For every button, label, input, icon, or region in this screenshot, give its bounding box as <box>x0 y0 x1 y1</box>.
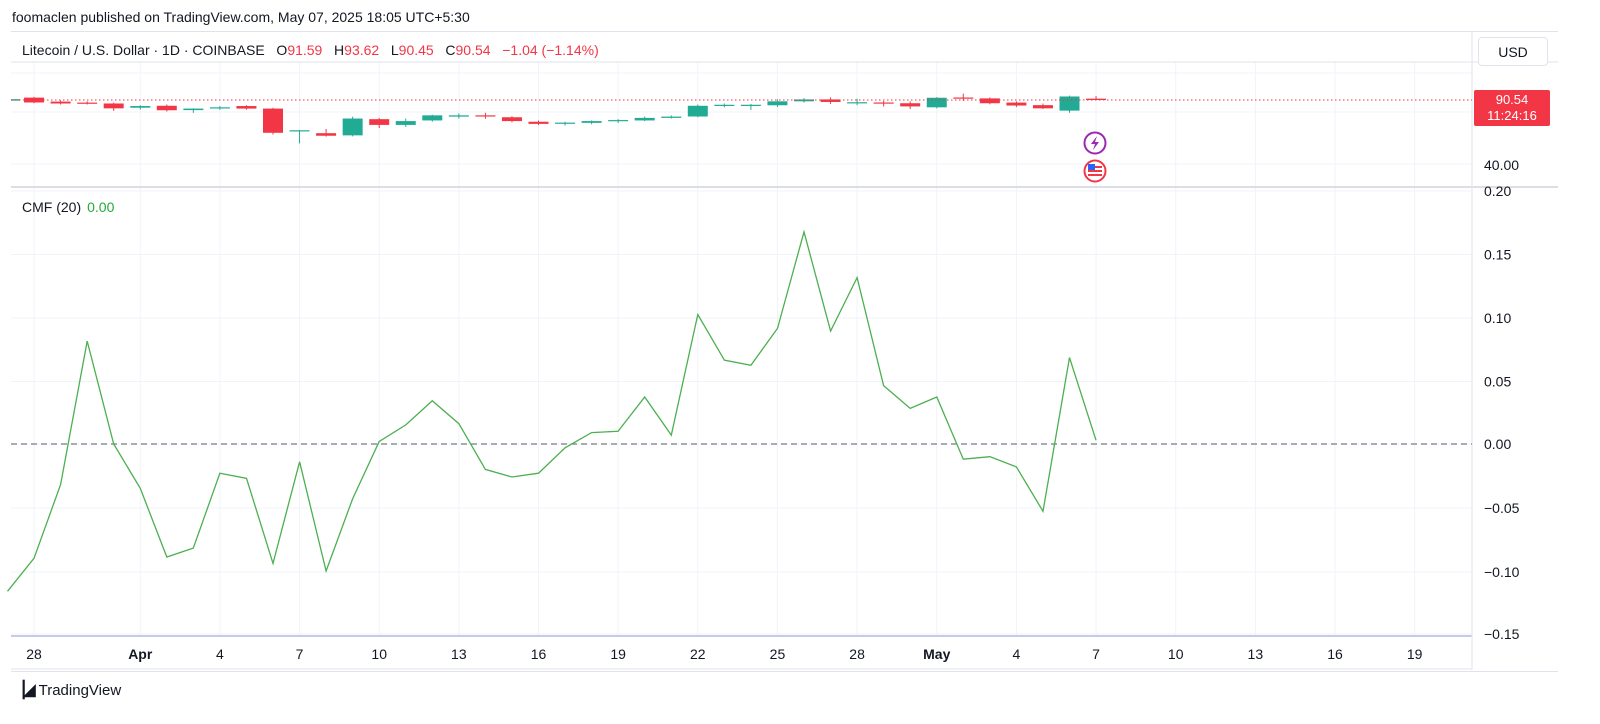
x-tick-label: 13 <box>451 646 467 662</box>
axes: 0.200.150.100.050.00−0.05−0.10−0.1540.00… <box>11 157 1520 670</box>
cmf-series-line <box>6 229 1097 592</box>
candle-body <box>103 103 124 109</box>
x-tick-label: 16 <box>531 646 547 662</box>
candle-body <box>209 107 230 109</box>
x-tick-label: 7 <box>296 646 304 662</box>
cmf-y-tick-label: −0.10 <box>1484 564 1520 580</box>
x-tick-label: May <box>923 646 950 662</box>
candle-body <box>555 122 576 124</box>
candle-body <box>953 97 974 99</box>
candle-body <box>501 117 522 122</box>
high-value: 93.62 <box>344 42 380 58</box>
candle-body <box>714 104 735 106</box>
candle-body <box>1032 105 1053 109</box>
candle-body <box>528 121 549 124</box>
x-tick-label: 4 <box>1013 646 1021 662</box>
candle-body <box>24 97 45 103</box>
candle-body <box>316 133 337 136</box>
x-tick-label: Apr <box>128 646 153 662</box>
last-price-tag: 90.54 11:24:16 <box>1474 90 1550 126</box>
x-tick-label: 4 <box>216 646 224 662</box>
candle-body <box>581 121 602 123</box>
candle-body <box>342 118 363 136</box>
grid <box>11 31 1558 670</box>
x-tick-label: 28 <box>26 646 42 662</box>
open-value: 91.59 <box>287 42 323 58</box>
price-legend: Litecoin / U.S. Dollar · 1D · COINBASE O… <box>22 42 599 58</box>
candle-body <box>661 116 682 118</box>
candle-body <box>50 101 71 104</box>
cmf-y-tick-label: 0.15 <box>1484 247 1511 263</box>
cmf-value: 0.00 <box>87 199 115 215</box>
candle-body <box>1086 98 1107 100</box>
cmf-y-tick-label: 0.00 <box>1484 436 1511 452</box>
x-tick-label: 28 <box>849 646 865 662</box>
candle-body <box>608 120 629 122</box>
low-label: L <box>390 42 399 58</box>
candle-body <box>448 115 469 117</box>
x-tick-label: 19 <box>1407 646 1423 662</box>
price-pane-candles <box>11 93 1472 144</box>
tradingview-logo-icon[interactable]: ▕◢ <box>12 682 36 699</box>
candle-body <box>926 97 947 108</box>
chart-frame <box>11 31 1558 672</box>
candle-body <box>1059 96 1080 111</box>
candle-body <box>634 117 655 121</box>
cmf-pane <box>6 229 1472 592</box>
x-tick-label: 19 <box>610 646 626 662</box>
us-flag-event-icon[interactable] <box>1083 159 1107 183</box>
candle-body <box>475 115 496 117</box>
candle-body <box>847 102 868 104</box>
x-tick-label: 10 <box>1168 646 1184 662</box>
price-y-tick-label: 40.00 <box>1484 157 1519 173</box>
change-value: −1.04 (−1.14%) <box>502 42 599 58</box>
candle-body <box>156 105 177 111</box>
cmf-y-tick-label: 0.05 <box>1484 374 1511 390</box>
cmf-y-tick-label: −0.15 <box>1484 626 1520 642</box>
close-value: 90.54 <box>455 42 491 58</box>
candle-body <box>900 103 921 107</box>
x-tick-label: 7 <box>1092 646 1100 662</box>
cmf-y-tick-label: −0.05 <box>1484 500 1520 516</box>
open-label: O <box>276 42 288 58</box>
candle-body <box>1006 102 1027 106</box>
cmf-y-tick-label: 0.20 <box>1484 183 1511 199</box>
low-value: 90.45 <box>398 42 434 58</box>
bar-countdown: 11:24:16 <box>1487 108 1537 123</box>
candle-body <box>740 104 761 106</box>
candle-body <box>422 115 443 121</box>
cmf-title[interactable]: CMF (20) <box>22 199 82 215</box>
high-label: H <box>334 42 345 58</box>
cmf-y-tick-label: 0.10 <box>1484 310 1511 326</box>
x-tick-label: 16 <box>1327 646 1343 662</box>
x-tick-label: 22 <box>690 646 706 662</box>
brand-name[interactable]: TradingView <box>38 681 122 699</box>
candle-body <box>395 121 416 125</box>
candle-body <box>77 102 98 104</box>
lightning-event-icon[interactable] <box>1083 131 1107 155</box>
close-label: C <box>445 42 456 58</box>
candle-body <box>873 102 894 104</box>
candle-body <box>263 108 283 133</box>
candle-body <box>687 105 708 117</box>
last-price-value: 90.54 <box>1495 92 1529 107</box>
candle-body <box>183 108 204 111</box>
candle-body <box>979 98 1000 104</box>
candle-body <box>820 99 841 102</box>
x-tick-label: 10 <box>371 646 387 662</box>
cmf-legend: CMF (20) 0.00 <box>22 199 114 215</box>
footer: ▕◢ TradingView <box>12 680 121 700</box>
candle-body <box>289 130 310 132</box>
x-tick-label: 13 <box>1248 646 1264 662</box>
candle-body <box>369 119 390 125</box>
currency-button[interactable]: USD <box>1478 37 1548 66</box>
candle-body <box>236 106 257 109</box>
symbol-title[interactable]: Litecoin / U.S. Dollar · 1D · COINBASE <box>22 42 265 58</box>
candle-body <box>767 101 788 106</box>
publisher-info: foomaclen published on TradingView.com, … <box>12 9 470 25</box>
candle-body <box>130 106 151 108</box>
x-tick-label: 25 <box>770 646 786 662</box>
